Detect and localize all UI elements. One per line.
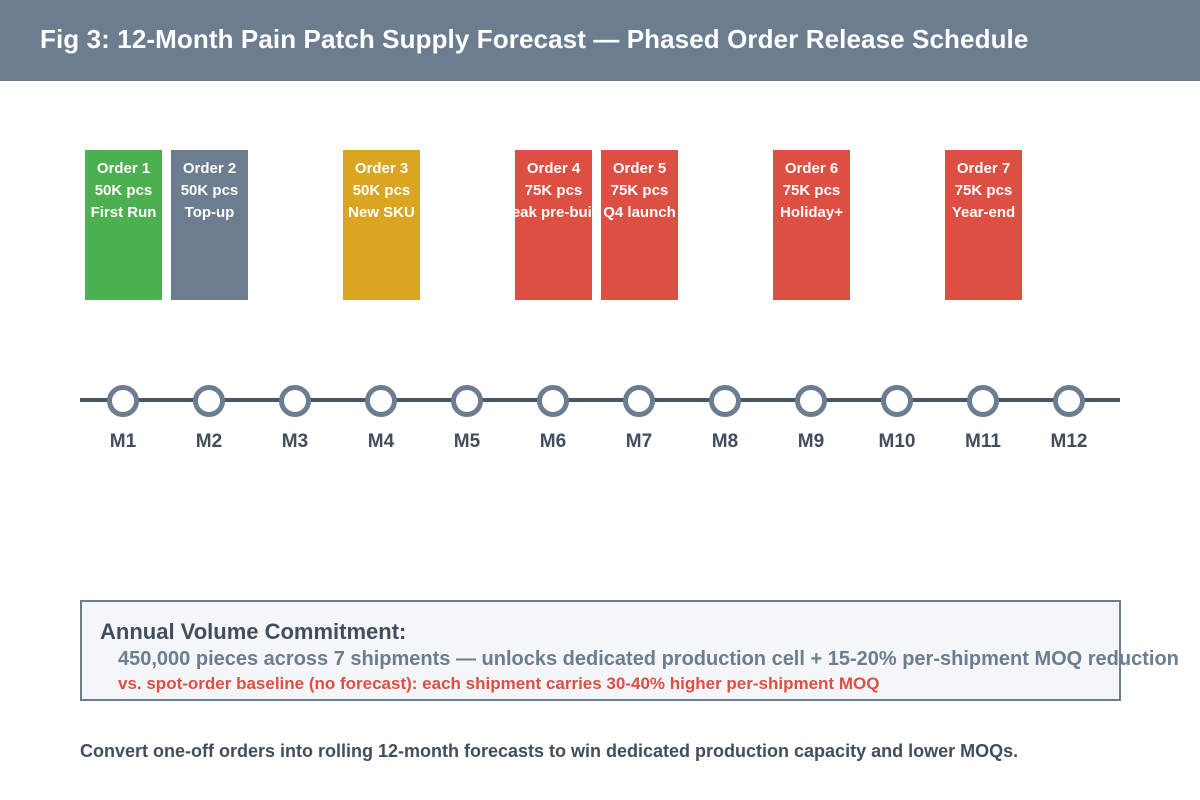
timeline-node-m6: [537, 385, 569, 417]
order-card-6[interactable]: Order 6 75K pcs Holiday+: [773, 150, 850, 300]
month-label-m6: M6: [539, 431, 567, 452]
month-label-m8: M8: [711, 431, 739, 452]
timeline-node-m3: [279, 385, 311, 417]
order-6-label: Order 6: [784, 160, 839, 177]
order-card-5[interactable]: Order 5 75K pcs Q4 launch: [601, 150, 678, 300]
order-4-note: Peak pre-build: [515, 204, 592, 221]
order-7-note: Year-end: [951, 204, 1016, 221]
order-4-label: Order 4: [526, 160, 581, 177]
order-2-note: Top-up: [184, 204, 235, 221]
order-5-note: Q4 launch: [603, 204, 676, 221]
order-6-note: Holiday+: [780, 204, 843, 221]
month-label-m7: M7: [625, 431, 653, 452]
month-label-m9: M9: [797, 431, 825, 452]
timeline-node-m12: [1053, 385, 1085, 417]
order-2-label: Order 2: [182, 160, 237, 177]
month-label-m12: M12: [1050, 431, 1088, 452]
header-bar: Fig 3: 12-Month Pain Patch Supply Foreca…: [0, 0, 1200, 81]
timeline-node-m1: [107, 385, 139, 417]
month-label-m5: M5: [453, 431, 481, 452]
order-7-quantity: 75K pcs: [954, 182, 1013, 199]
order-1-note: First Run: [90, 204, 157, 221]
order-card-1[interactable]: Order 1 50K pcs First Run: [85, 150, 162, 300]
month-label-m11: M11: [965, 431, 1001, 452]
timeline-node-m9: [795, 385, 827, 417]
order-3-note: New SKU: [348, 204, 415, 221]
month-label-m3: M3: [281, 431, 309, 452]
order-2-quantity: 50K pcs: [180, 182, 239, 199]
timeline-axis: [80, 398, 1120, 402]
month-label-m10: M10: [878, 431, 916, 452]
figure-title: Fig 3: 12-Month Pain Patch Supply Foreca…: [40, 24, 1029, 54]
order-card-2[interactable]: Order 2 50K pcs Top-up: [171, 150, 248, 300]
commitment-heading: Annual Volume Commitment:: [100, 619, 407, 644]
timeline-node-m4: [365, 385, 397, 417]
order-1-quantity: 50K pcs: [94, 182, 153, 199]
order-3-quantity: 50K pcs: [352, 182, 411, 199]
month-label-m2: M2: [195, 431, 223, 452]
timeline-node-m11: [967, 385, 999, 417]
timeline-node-m10: [881, 385, 913, 417]
order-7-label: Order 7: [956, 160, 1011, 177]
order-card-3[interactable]: Order 3 50K pcs New SKU: [343, 150, 420, 300]
order-5-quantity: 75K pcs: [610, 182, 669, 199]
month-label-m1: M1: [109, 431, 137, 452]
order-card-4[interactable]: Order 4 75K pcs Peak pre-build: [515, 150, 592, 300]
annual-commitment-box: Annual Volume Commitment: 450,000 pieces…: [80, 600, 1179, 701]
commitment-baseline-note: vs. spot-order baseline (no forecast): e…: [118, 674, 880, 693]
order-4-quantity: 75K pcs: [524, 182, 583, 199]
order-3-label: Order 3: [354, 160, 409, 177]
order-6-quantity: 75K pcs: [782, 182, 841, 199]
order-card-7[interactable]: Order 7 75K pcs Year-end: [945, 150, 1022, 300]
commitment-summary: 450,000 pieces across 7 shipments — unlo…: [118, 648, 1179, 670]
order-1-label: Order 1: [96, 160, 151, 177]
footer-caption: Convert one-off orders into rolling 12-m…: [80, 741, 1019, 761]
timeline-node-m2: [193, 385, 225, 417]
timeline-node-m7: [623, 385, 655, 417]
month-label-m4: M4: [367, 431, 395, 452]
timeline-node-m8: [709, 385, 741, 417]
timeline-node-m5: [451, 385, 483, 417]
order-5-label: Order 5: [612, 160, 667, 177]
